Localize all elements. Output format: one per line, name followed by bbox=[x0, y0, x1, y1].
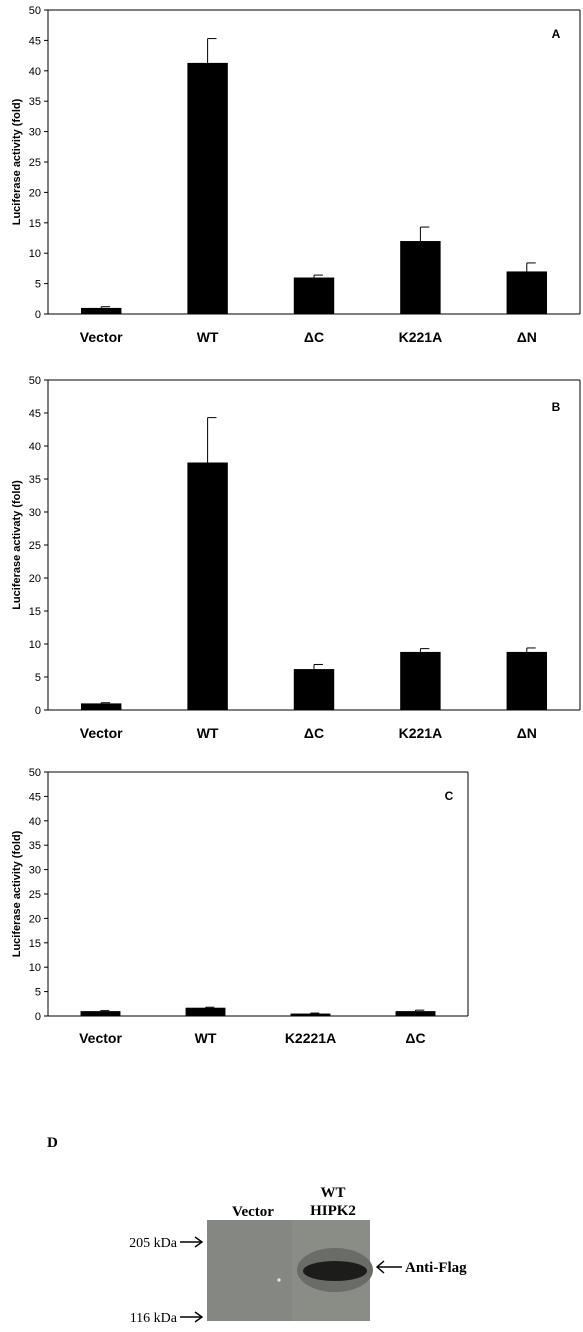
blot-band-wt-hipk2 bbox=[303, 1261, 367, 1281]
category-label-delta-c: ΔC bbox=[304, 329, 324, 345]
category-label-k2221a: K2221A bbox=[285, 1030, 336, 1046]
y-tick-label: 25 bbox=[29, 540, 41, 552]
y-tick-label: 45 bbox=[29, 35, 41, 47]
category-label-k221a: K221A bbox=[399, 329, 443, 345]
category-label-wt: WT bbox=[197, 725, 219, 741]
y-tick-label: 5 bbox=[35, 987, 41, 999]
bar-vector bbox=[80, 1011, 121, 1016]
y-tick-label: 40 bbox=[29, 66, 41, 78]
y-tick-label: 5 bbox=[35, 279, 41, 291]
blot-marker-205-arrowhead bbox=[194, 1236, 204, 1248]
y-tick-label: 35 bbox=[29, 96, 41, 108]
y-tick-label: 0 bbox=[35, 309, 41, 321]
y-tick-label: 10 bbox=[29, 248, 41, 260]
panel-label: B bbox=[552, 400, 561, 414]
y-tick-label: 15 bbox=[29, 606, 41, 618]
bar-wt bbox=[187, 462, 228, 710]
category-label-delta-n: ΔN bbox=[517, 329, 537, 345]
bar-k221a bbox=[400, 651, 441, 710]
y-axis-label: Luciferase activaty (fold) bbox=[11, 480, 23, 610]
panel-label: A bbox=[552, 27, 561, 41]
category-label-k221a: K221A bbox=[399, 725, 443, 741]
y-tick-label: 20 bbox=[29, 913, 41, 925]
blot-panel-label: D bbox=[47, 1135, 58, 1151]
y-tick-label: 25 bbox=[29, 889, 41, 901]
bar-k221a bbox=[400, 241, 441, 314]
category-label-vector: Vector bbox=[79, 1030, 122, 1046]
blot-annotation-arrowhead bbox=[375, 1260, 385, 1274]
panel-label: C bbox=[445, 789, 454, 803]
blot-lane-label-hipk2: HIPK2 bbox=[310, 1203, 356, 1219]
y-tick-label: 30 bbox=[29, 127, 41, 139]
bar-wt bbox=[185, 1007, 226, 1016]
blot-annotation-anti-flag: Anti-Flag bbox=[405, 1260, 467, 1276]
blot-marker-116-arrowhead bbox=[194, 1311, 204, 1323]
western-blot-panel: D Vector WT HIPK2 205 kDa 116 kDa Anti-F… bbox=[47, 1135, 467, 1326]
y-tick-label: 50 bbox=[29, 767, 41, 779]
blot-marker-116: 116 kDa bbox=[130, 1311, 178, 1326]
y-tick-label: 15 bbox=[29, 218, 41, 230]
blot-speck bbox=[277, 1278, 281, 1282]
y-axis-label: Luciferase activity (fold) bbox=[11, 830, 23, 957]
y-tick-label: 50 bbox=[29, 375, 41, 387]
category-label-delta-c: ΔC bbox=[304, 725, 324, 741]
y-tick-label: 45 bbox=[29, 408, 41, 420]
y-tick-label: 20 bbox=[29, 573, 41, 585]
bar-vector bbox=[80, 703, 122, 710]
y-tick-label: 40 bbox=[29, 441, 41, 453]
y-tick-label: 25 bbox=[29, 157, 41, 169]
bar-delta-n bbox=[506, 651, 548, 710]
bar-delta-c bbox=[293, 669, 335, 710]
y-tick-label: 30 bbox=[29, 865, 41, 877]
y-tick-label: 0 bbox=[35, 1011, 41, 1023]
blot-membrane-lane-left bbox=[207, 1220, 292, 1321]
y-tick-label: 0 bbox=[35, 705, 41, 717]
y-tick-label: 35 bbox=[29, 474, 41, 486]
blot-marker-205: 205 kDa bbox=[129, 1236, 178, 1251]
bar-vector bbox=[80, 307, 122, 314]
y-tick-label: 20 bbox=[29, 187, 41, 199]
y-tick-label: 40 bbox=[29, 816, 41, 828]
chart-panel-a: 0 5 10 15 20 25 30 35 40 45 50 Luciferase activity … bbox=[11, 5, 581, 345]
y-tick-label: 35 bbox=[29, 840, 41, 852]
y-tick-label: 15 bbox=[29, 938, 41, 950]
category-label-delta-c: ΔC bbox=[405, 1030, 425, 1046]
y-tick-label: 50 bbox=[29, 5, 41, 17]
bar-delta-c bbox=[395, 1011, 436, 1016]
category-label-delta-n: ΔN bbox=[517, 725, 537, 741]
category-label-vector: Vector bbox=[80, 329, 123, 345]
y-tick-label: 5 bbox=[35, 672, 41, 684]
y-tick-label: 30 bbox=[29, 507, 41, 519]
y-tick-label: 10 bbox=[29, 962, 41, 974]
bar-k2221a bbox=[290, 1013, 331, 1016]
bar-delta-c bbox=[293, 277, 335, 314]
y-axis-label: Luciferase activity (fold) bbox=[11, 98, 23, 225]
chart-panel-c: 0 5 10 15 20 25 30 35 40 45 50 Luciferase activity … bbox=[11, 767, 469, 1046]
blot-lane-label-vector: Vector bbox=[232, 1204, 274, 1220]
blot-lane-label-wt: WT bbox=[320, 1185, 345, 1201]
category-label-wt: WT bbox=[195, 1030, 217, 1046]
bar-delta-n bbox=[506, 271, 548, 314]
category-label-vector: Vector bbox=[80, 725, 123, 741]
y-tick-label: 45 bbox=[29, 791, 41, 803]
chart-panel-b: 0 5 10 15 20 25 30 35 40 45 50 Luciferase activaty … bbox=[11, 375, 581, 741]
y-tick-label: 10 bbox=[29, 639, 41, 651]
category-label-wt: WT bbox=[197, 329, 219, 345]
bar-wt bbox=[187, 62, 228, 315]
